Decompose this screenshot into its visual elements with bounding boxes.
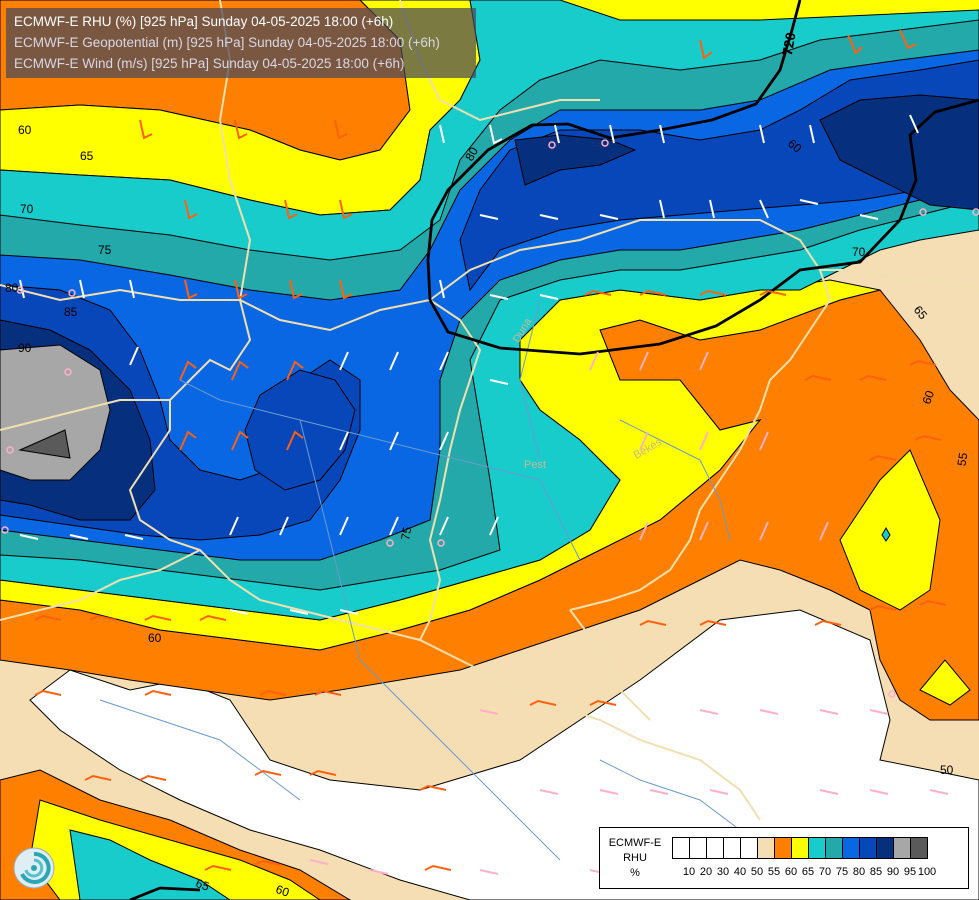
legend-swatch — [910, 837, 928, 859]
legend-swatch — [859, 837, 877, 859]
contour-label: 90 — [18, 341, 32, 355]
title-wind: ECMWF-E Wind (m/s) [925 hPa] Sunday 04-0… — [14, 56, 405, 71]
contour-label: 80 — [462, 144, 481, 163]
legend-label: ECMWF-E RHU % — [604, 836, 666, 881]
contour-label: 55 — [954, 451, 970, 467]
contour-label: 85 — [64, 305, 78, 319]
legend-swatch — [791, 837, 809, 859]
rhu-band-60-65-island — [839, 449, 941, 611]
contour-label: 65 — [80, 149, 94, 163]
place-label-pest: Pest — [524, 459, 546, 471]
contour-label: 70 — [852, 245, 866, 259]
contour-label: 70 — [20, 202, 34, 216]
title-rhu: ECMWF-E RHU (%) [925 hPa] Sunday 04-05-2… — [14, 14, 394, 29]
legend-swatch — [740, 837, 758, 859]
legend-tick-label: 100 — [917, 866, 937, 878]
legend-unit: % — [630, 867, 640, 879]
legend-tick-label: 40 — [733, 866, 747, 878]
legend-model: ECMWF-E — [608, 837, 662, 849]
contour-label: 65 — [194, 876, 212, 894]
legend-swatch — [808, 837, 826, 859]
rhu-band-85-90-ne — [819, 94, 979, 211]
legend-tick-label: 85 — [869, 866, 883, 878]
legend-tick-label: 90 — [886, 866, 900, 878]
legend-swatch — [672, 837, 690, 859]
geopotential-label: 720 — [779, 31, 799, 57]
legend-swatches — [672, 837, 928, 859]
legend-swatch — [706, 837, 724, 859]
legend-tick-label: 95 — [903, 866, 917, 878]
legend-swatch — [723, 837, 741, 859]
rhu-band-65-70-south — [69, 829, 231, 900]
geopotential-contour-720-south — [129, 886, 201, 900]
legend-tick-label: 80 — [852, 866, 866, 878]
legend-swatch — [825, 837, 843, 859]
rhu-band-95-100 — [18, 429, 71, 459]
geopotential-contour-720 — [426, 0, 802, 301]
legend-swatch — [842, 837, 860, 859]
rivers — [99, 299, 781, 861]
contour-label: 60 — [919, 388, 937, 406]
geopotential-contour-720-east — [428, 98, 979, 356]
legend-swatch — [876, 837, 894, 859]
legend-tick-label: 30 — [716, 866, 730, 878]
map-title-box: ECMWF-E RHU (%) [925 hPa] Sunday 04-05-2… — [6, 8, 476, 78]
contour-label: 50 — [940, 763, 954, 777]
rhu-band-80-85-mid — [244, 369, 356, 491]
legend-tick-label: 10 — [682, 866, 696, 878]
legend-tick-label: 75 — [835, 866, 849, 878]
legend-tick-label: 50 — [750, 866, 764, 878]
meteo-logo-icon — [13, 847, 55, 889]
legend-swatch — [689, 837, 707, 859]
contour-label: 75 — [98, 243, 112, 257]
contour-label: 60 — [148, 631, 162, 645]
station-markers — [1, 139, 979, 698]
contour-label: 80 — [5, 281, 19, 295]
legend-tick-label: 55 — [767, 866, 781, 878]
rhu-band-60-65-top — [560, 0, 979, 20]
legend-ticks: 10 20 30 40 50 55 60 65 70 75 80 85 90 95 100 — [672, 866, 972, 882]
rhu-spot — [881, 526, 891, 542]
rhu-band-85-90-north — [514, 134, 637, 186]
color-legend: ECMWF-E RHU % 10 20 30 40 50 55 60 65 70 75 80 85 90… — [599, 827, 969, 889]
contour-label: 60 — [18, 123, 32, 137]
legend-tick-label: 60 — [784, 866, 798, 878]
wind-barbs — [19, 29, 949, 875]
legend-tick-label: 70 — [818, 866, 832, 878]
legend-tick-label: 20 — [699, 866, 713, 878]
legend-swatch — [757, 837, 775, 859]
contour-label: 60 — [274, 882, 292, 900]
title-geopotential: ECMWF-E Geopotential (m) [925 hPa] Sunda… — [14, 35, 440, 50]
contour-label: 75 — [398, 525, 414, 541]
legend-swatch — [774, 837, 792, 859]
legend-tick-label: 65 — [801, 866, 815, 878]
legend-swatch — [893, 837, 911, 859]
rhu-band-60-65-se — [919, 659, 971, 706]
legend-variable: RHU — [623, 852, 647, 864]
